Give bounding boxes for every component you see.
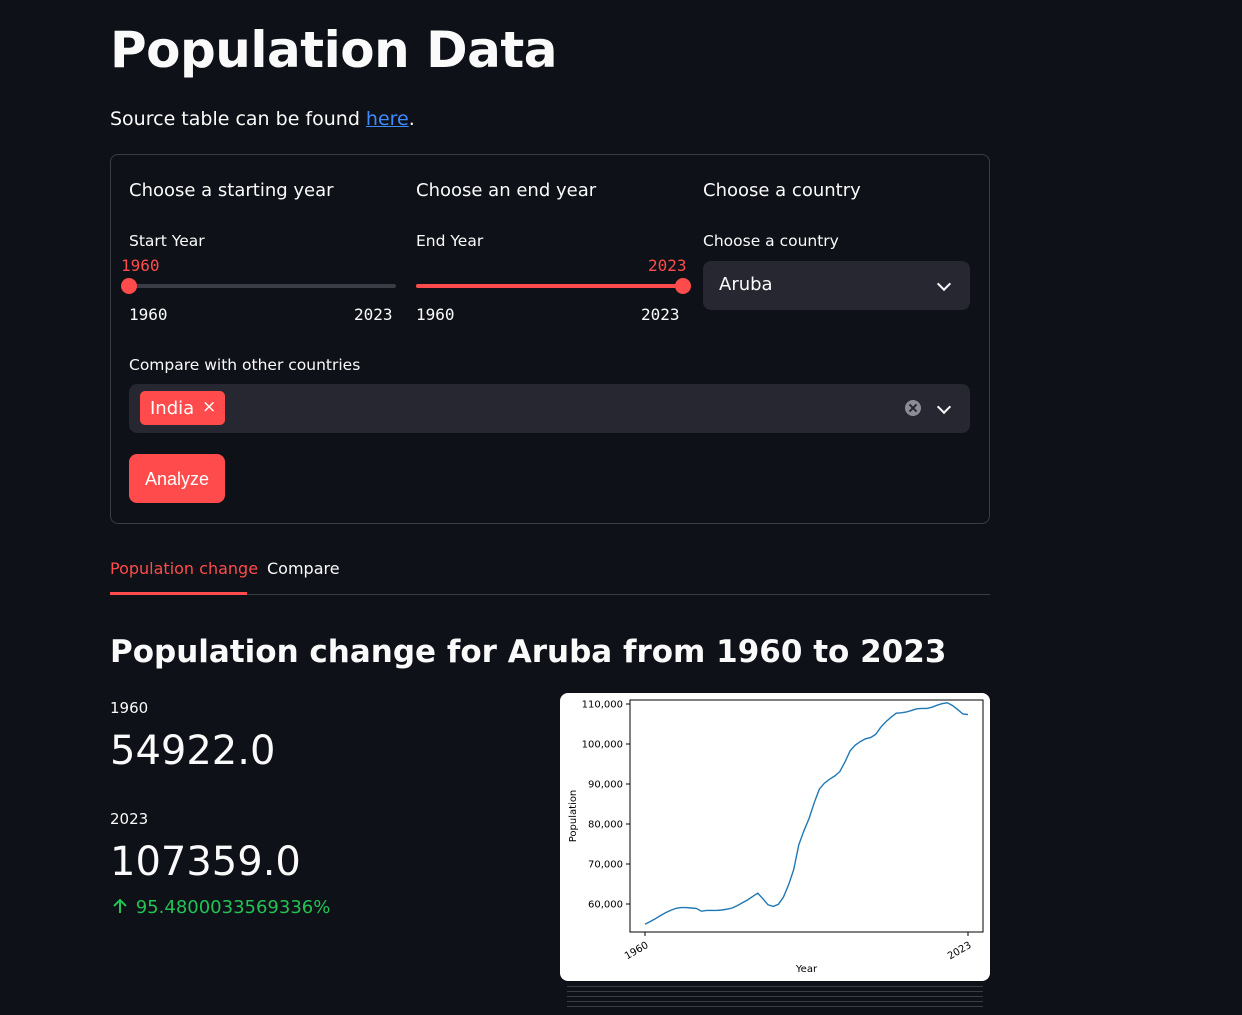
- chip-label: India: [150, 398, 195, 419]
- page-bottom-rules: [567, 986, 983, 1011]
- end-year-value: 2023: [648, 256, 687, 275]
- end-year-slider-fill: [416, 284, 683, 288]
- chip-remove-icon[interactable]: ×: [202, 397, 217, 417]
- start-year-max: 2023: [354, 305, 393, 324]
- start-year-slider-track[interactable]: [129, 284, 396, 288]
- y-tick-label: 110,000: [582, 700, 623, 711]
- compare-label: Compare with other countries: [129, 356, 361, 374]
- metric-start-label: 1960: [110, 699, 149, 717]
- tab-divider: [110, 594, 990, 595]
- y-tick-label: 70,000: [588, 860, 623, 871]
- chip-india[interactable]: India ×: [140, 391, 225, 425]
- source-suffix: .: [408, 108, 415, 130]
- arrow-up-icon: [113, 898, 127, 913]
- metric-end-label: 2023: [110, 810, 149, 828]
- y-tick-label: 90,000: [588, 780, 623, 791]
- end-year-label: End Year: [416, 232, 484, 250]
- source-link[interactable]: here: [365, 108, 409, 130]
- y-axis-label: Population: [568, 790, 579, 843]
- y-tick-label: 60,000: [588, 900, 623, 911]
- analyze-button[interactable]: Analyze: [129, 454, 225, 503]
- x-tick-label: 2023: [946, 940, 974, 962]
- metric-end-value: 107359.0: [110, 839, 301, 885]
- population-line-chart: 60,000 70,000 80,000 90,000 100,000 110,000 19…: [568, 699, 984, 975]
- end-year-heading: Choose an end year: [416, 180, 597, 201]
- country-heading: Choose a country: [703, 180, 861, 201]
- source-text: Source table can be found: [110, 108, 366, 130]
- tab-compare[interactable]: Compare: [267, 559, 340, 578]
- active-tab-indicator: [110, 592, 247, 595]
- metric-start-value: 54922.0: [110, 728, 276, 774]
- end-year-slider-thumb[interactable]: [675, 278, 691, 294]
- population-series-line: [644, 702, 969, 925]
- country-select-value: Aruba: [719, 274, 773, 295]
- metric-delta-value: 95.4800033569336%: [135, 897, 331, 918]
- chevron-down-icon[interactable]: [936, 399, 952, 415]
- start-year-label: Start Year: [129, 232, 205, 250]
- start-year-value: 1960: [121, 256, 160, 275]
- start-year-heading: Choose a starting year: [129, 180, 334, 201]
- x-axis-label: Year: [795, 964, 818, 975]
- page-title: Population Data: [110, 21, 558, 79]
- end-year-max: 2023: [641, 305, 680, 324]
- country-select-label: Choose a country: [703, 232, 839, 250]
- population-chart: 60,000 70,000 80,000 90,000 100,000 110,000 19…: [560, 693, 990, 981]
- analysis-form: [110, 154, 990, 524]
- tab-population-change[interactable]: Population change: [110, 559, 259, 578]
- start-year-min: 1960: [129, 305, 168, 324]
- results-heading: Population change for Aruba from 1960 to…: [110, 634, 947, 670]
- source-line: Source table can be found here.: [110, 106, 415, 132]
- plot-frame: [629, 699, 984, 933]
- clear-all-icon[interactable]: [905, 400, 921, 416]
- x-tick-label: 1960: [623, 940, 651, 962]
- metric-delta: 95.4800033569336%: [110, 896, 330, 918]
- chevron-down-icon[interactable]: [936, 276, 952, 292]
- end-year-min: 1960: [416, 305, 455, 324]
- y-tick-label: 100,000: [582, 740, 623, 751]
- y-tick-label: 80,000: [588, 820, 623, 831]
- compare-multiselect[interactable]: India ×: [129, 384, 970, 433]
- country-select[interactable]: Aruba: [703, 261, 970, 310]
- start-year-slider-thumb[interactable]: [121, 278, 137, 294]
